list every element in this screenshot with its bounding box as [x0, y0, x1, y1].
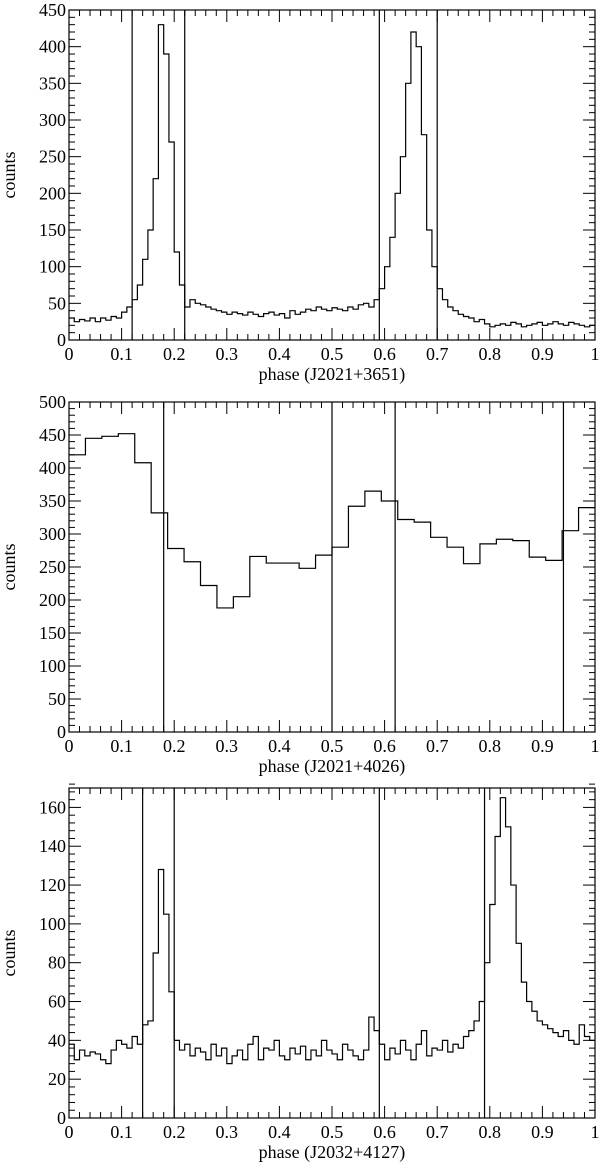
x-tick-label: 0	[65, 736, 74, 756]
x-tick-label: 0.7	[426, 1122, 449, 1142]
x-tick-label: 0.8	[479, 344, 502, 364]
chart-panel-2: 0 50 100 150 200 250 300 350 400 450 500 0 0.1 0.2 0.…	[0, 392, 600, 777]
y-tick-label: 450	[39, 0, 66, 20]
y-tick-label: 350	[39, 491, 66, 511]
x-tick-label: 0.1	[110, 736, 133, 756]
y-tick-label: 300	[39, 524, 66, 544]
x-tick-label: 0.3	[216, 736, 239, 756]
x-tick-label: 1	[591, 344, 600, 364]
y-tick-label: 500	[39, 392, 66, 412]
x-tick-label: 0.9	[531, 736, 554, 756]
y-tick-label: 120	[39, 875, 66, 895]
y-axis-label: counts	[0, 930, 19, 977]
y-tick-label: 40	[48, 1030, 66, 1050]
x-tick-label: 0.1	[110, 344, 133, 364]
y-tick-label: 50	[48, 689, 66, 709]
x-tick-label: 0.9	[531, 1122, 554, 1142]
histogram-series	[69, 24, 595, 328]
y-tick-label: 250	[39, 557, 66, 577]
x-tick-label: 0.5	[321, 1122, 344, 1142]
x-tick-label: 0.6	[373, 736, 396, 756]
y-tick-label: 0	[57, 1108, 66, 1128]
y-tick-label: 100	[39, 257, 66, 277]
y-tick-label: 20	[48, 1069, 66, 1089]
x-tick-label: 0.6	[373, 1122, 396, 1142]
x-tick-label: 0.3	[216, 344, 239, 364]
y-axis-label: counts	[0, 544, 19, 591]
plot-frame	[68, 787, 596, 1119]
x-tick-label: 0	[65, 1122, 74, 1142]
x-axis-label: phase (J2021+4026)	[259, 756, 406, 777]
x-tick-label: 0.9	[531, 344, 554, 364]
plot-frame	[68, 401, 596, 733]
x-tick-label: 0.4	[268, 344, 291, 364]
y-axis-label: counts	[0, 152, 19, 199]
y-tick-label: 200	[39, 590, 66, 610]
histogram-series	[69, 797, 595, 1065]
x-tick-label: 0.3	[216, 1122, 239, 1142]
y-tick-label: 160	[39, 797, 66, 817]
y-tick-label: 100	[39, 914, 66, 934]
y-tick-label: 400	[39, 37, 66, 57]
y-tick-label: 140	[39, 836, 66, 856]
x-tick-label: 0.2	[163, 736, 186, 756]
chart-panel-3: 0 20 40 60 80 100 120 140 160 0 0.1 0.2 0.3 0.4 0.5 0.…	[0, 783, 600, 1163]
x-tick-label: 0.5	[321, 736, 344, 756]
y-tick-label: 450	[39, 425, 66, 445]
x-tick-label: 0.2	[163, 1122, 186, 1142]
y-tick-label: 80	[48, 953, 66, 973]
chart-panel-1: 0 50 100 150 200 250 300 350 400 450 0 0.1 0.2 0.3 0.…	[0, 0, 600, 385]
y-tick-label: 0	[57, 722, 66, 742]
x-tick-label: 0.7	[426, 736, 449, 756]
y-tick-label: 0	[57, 330, 66, 350]
x-axis-label: phase (J2032+4127)	[259, 1142, 406, 1163]
y-tick-label: 350	[39, 73, 66, 93]
x-tick-label: 1	[591, 736, 600, 756]
y-tick-label: 300	[39, 110, 66, 130]
y-tick-label: 50	[48, 293, 66, 313]
y-tick-label: 60	[48, 992, 66, 1012]
x-tick-label: 0.8	[479, 736, 502, 756]
x-tick-label: 0.1	[110, 1122, 133, 1142]
x-tick-label: 0	[65, 344, 74, 364]
y-tick-label: 400	[39, 458, 66, 478]
plot-frame	[68, 9, 596, 341]
x-tick-label: 0.6	[373, 344, 396, 364]
x-tick-label: 0.5	[321, 344, 344, 364]
y-tick-label: 150	[39, 220, 66, 240]
x-tick-label: 0.4	[268, 1122, 291, 1142]
x-axis-label: phase (J2021+3651)	[259, 364, 406, 385]
x-tick-label: 0.8	[479, 1122, 502, 1142]
y-tick-label: 250	[39, 147, 66, 167]
x-tick-label: 0.4	[268, 736, 291, 756]
y-tick-label: 100	[39, 656, 66, 676]
x-tick-label: 0.7	[426, 344, 449, 364]
x-tick-label: 0.2	[163, 344, 186, 364]
y-tick-label: 150	[39, 623, 66, 643]
x-tick-label: 1	[591, 1122, 600, 1142]
y-tick-label: 200	[39, 183, 66, 203]
